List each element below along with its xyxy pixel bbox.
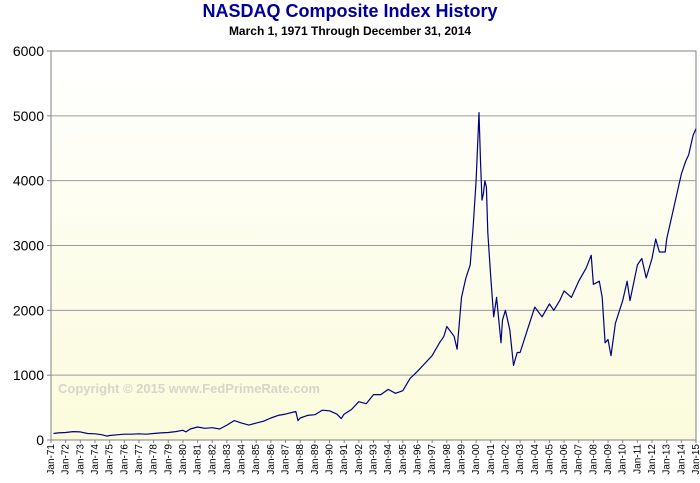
x-tick-label: Jan-13: [662, 444, 673, 475]
y-tick-label: 6000: [13, 43, 44, 59]
x-tick-label: Jan-77: [134, 444, 145, 475]
x-tick-label: Jan-84: [237, 444, 248, 475]
x-tick-label: Jan-91: [339, 444, 350, 475]
x-tick-label: Jan-94: [383, 444, 394, 475]
x-tick-label: Jan-04: [530, 444, 541, 475]
x-tick-label: Jan-87: [281, 444, 292, 475]
x-tick-label: Jan-80: [178, 444, 189, 475]
x-tick-label: Jan-78: [149, 444, 160, 475]
x-tick-label: Jan-02: [500, 444, 511, 475]
series-layer: [53, 111, 697, 437]
x-tick-label: Jan-89: [310, 444, 321, 475]
x-tick-label: Jan-79: [163, 444, 174, 475]
y-tick-label: 2000: [13, 302, 44, 318]
chart-title: NASDAQ Composite Index History: [202, 1, 498, 21]
series-line-0: [53, 111, 697, 437]
x-tick-label: Jan-85: [251, 444, 262, 475]
x-tick-label: Jan-09: [603, 444, 614, 475]
x-tick-label: Jan-90: [325, 444, 336, 475]
x-tick-label: Jan-93: [369, 444, 380, 475]
x-tick-label: Jan-95: [398, 444, 409, 475]
y-tick-label: 4000: [13, 173, 44, 189]
x-tick-label: Jan-06: [559, 444, 570, 475]
x-tick-label: Jan-07: [574, 444, 585, 475]
x-tick-label: Jan-97: [427, 444, 438, 475]
grid-lines: [51, 115, 696, 376]
x-tick-label: Jan-01: [486, 444, 497, 475]
x-tick-label: Jan-86: [266, 444, 277, 475]
x-tick-label: Jan-12: [647, 444, 658, 475]
chart-subtitle: March 1, 1971 Through December 31, 2014: [228, 24, 472, 38]
x-tick-label: Jan-76: [119, 444, 130, 475]
x-tick-label: Jan-73: [75, 444, 86, 475]
x-tick-label: Jan-08: [588, 444, 599, 475]
x-tick-label: Jan-81: [193, 444, 204, 475]
x-tick-label: Jan-15: [691, 444, 700, 475]
x-tick-label: Jan-74: [90, 444, 101, 475]
x-tick-label: Jan-10: [618, 444, 629, 475]
x-tick-label: Jan-92: [354, 444, 365, 475]
y-tick-label: 3000: [13, 238, 44, 254]
x-tick-label: Jan-11: [632, 444, 643, 474]
y-tick-label: 1000: [13, 367, 44, 383]
x-tick-label: Jan-05: [544, 444, 555, 475]
x-tick-label: Jan-00: [471, 444, 482, 475]
y-tick-label: 0: [36, 432, 44, 448]
x-tick-label: Jan-14: [676, 444, 687, 475]
x-tick-label: Jan-72: [61, 444, 72, 475]
x-tick-label: Jan-83: [222, 444, 233, 475]
x-axis-ticks: Jan-71 Jan-72 Jan-73 Jan-74 Jan-75 Jan-76 Jan-…: [46, 440, 700, 475]
copyright-watermark: Copyright © 2015 www.FedPrimeRate.com: [58, 381, 320, 396]
x-tick-label: Jan-98: [442, 444, 453, 475]
x-tick-label: Jan-82: [207, 444, 218, 475]
y-tick-label: 5000: [13, 108, 44, 124]
x-tick-label: Jan-71: [46, 444, 57, 475]
x-tick-label: Jan-88: [295, 444, 306, 475]
x-tick-label: Jan-96: [412, 444, 423, 475]
x-tick-label: Jan-03: [515, 444, 526, 475]
x-tick-label: Jan-75: [105, 444, 116, 475]
y-axis-ticks: 0 1000 2000 3000 4000 5000 6000: [13, 43, 51, 448]
x-tick-label: Jan-99: [456, 444, 467, 475]
